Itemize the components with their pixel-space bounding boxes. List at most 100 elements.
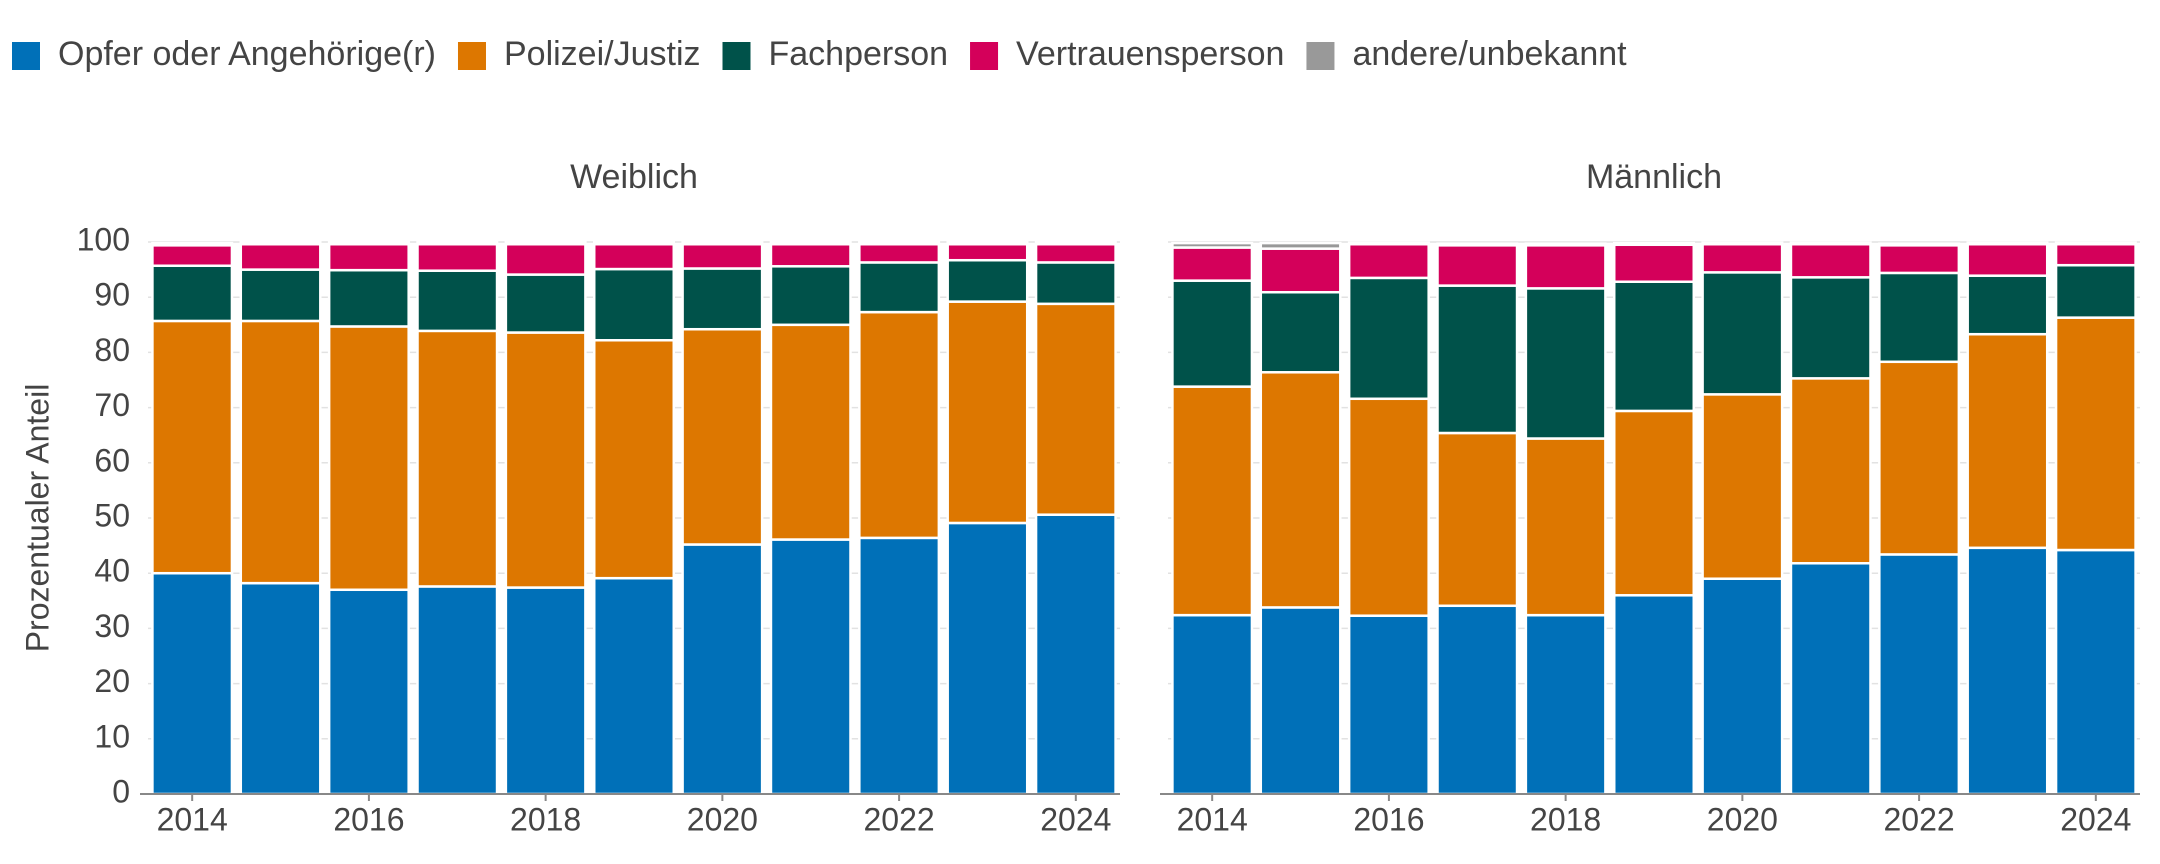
legend-label: Fachperson: [769, 35, 949, 73]
bar-segment: [327, 268, 410, 328]
bar-segment: [592, 267, 676, 342]
bar-segment: [1259, 247, 1342, 294]
bar-segment: [946, 300, 1029, 525]
bar-segment: [1789, 562, 1872, 796]
bar-segment: [1789, 276, 1872, 380]
bar-segment: [416, 242, 499, 272]
legend-label: Vertrauensperson: [1016, 35, 1284, 73]
bar-segment: [946, 240, 1029, 246]
bar-segment: [946, 521, 1029, 796]
bar-segment: [2054, 242, 2137, 267]
bar-segment: [151, 264, 234, 323]
bar-segment: [416, 329, 499, 588]
bar-segment: [946, 242, 1029, 262]
bar-segment: [1524, 437, 1607, 617]
y-tick-label: 10: [94, 718, 130, 754]
bar-segment: [769, 240, 852, 246]
bar-segment: [504, 240, 587, 246]
bar-segment: [1878, 271, 1961, 364]
bar-segment: [1612, 594, 1696, 796]
bar-segment: [1789, 377, 1872, 565]
bar-segment: [1034, 513, 1117, 796]
bar-segment: [2054, 548, 2137, 796]
bar-segment: [151, 571, 234, 796]
bar-segment: [592, 339, 676, 580]
bar-segment: [1789, 242, 1872, 279]
bar-segment: [1701, 271, 1784, 396]
bar-segment: [1612, 409, 1696, 597]
x-tick-label: 2016: [1353, 801, 1424, 837]
x-tick-label: 2020: [1707, 801, 1778, 837]
bar-segment: [151, 319, 234, 575]
bar-segment: [946, 258, 1029, 303]
bar-segment: [1436, 244, 1519, 287]
bar-segment: [1789, 241, 1872, 246]
bar-segment: [416, 585, 499, 796]
bar-segment: [1966, 242, 2049, 277]
bar-segment: [416, 269, 499, 333]
y-tick-label: 80: [94, 332, 130, 368]
bar-segment: [858, 242, 941, 264]
bar-segment: [1524, 613, 1607, 796]
bar-segment: [1259, 371, 1342, 609]
bar-segment: [1878, 553, 1961, 796]
legend-swatch: [457, 42, 486, 70]
y-tick-label: 30: [94, 608, 130, 644]
panel-title: Weiblich: [570, 158, 698, 196]
bar-segment: [1034, 302, 1117, 516]
bar-segment: [504, 586, 587, 796]
bar-segment: [1878, 242, 1961, 247]
bar-segment: [2054, 316, 2137, 552]
x-tick-label: 2022: [863, 801, 934, 837]
y-tick-label: 60: [94, 442, 130, 478]
x-tick-label: 2014: [157, 801, 228, 837]
bar-segment: [239, 268, 322, 323]
bar-segment: [151, 241, 234, 247]
bar-segment: [1966, 274, 2049, 336]
bar-segment: [1034, 242, 1117, 264]
x-tick-label: 2016: [333, 801, 404, 837]
bar-segment: [327, 325, 410, 592]
bar-segment: [769, 323, 852, 541]
legend-swatch: [722, 42, 751, 70]
legend-label: Polizei/Justiz: [504, 35, 701, 73]
bar-segment: [592, 242, 676, 271]
y-tick-label: 90: [94, 277, 130, 313]
bar-segment: [2054, 263, 2137, 319]
bar-segment: [1701, 577, 1784, 796]
bar-segment: [239, 319, 322, 585]
legend-swatch: [1306, 42, 1335, 70]
bar-segment: [1612, 243, 1696, 283]
bar-segment: [1612, 241, 1696, 247]
bar-segment: [1701, 241, 1784, 246]
bar-segment: [1347, 241, 1430, 246]
bar-segment: [1878, 360, 1961, 556]
bar-segment: [327, 588, 410, 796]
bar-segment: [504, 273, 587, 334]
bar-segment: [1524, 242, 1607, 247]
bar-segment: [1171, 279, 1254, 388]
bar-segment: [1436, 284, 1519, 435]
bar-segment: [1966, 241, 2049, 246]
panel-title: Männlich: [1586, 158, 1722, 196]
y-tick-label: 100: [77, 221, 130, 257]
y-tick-label: 40: [94, 553, 130, 589]
bar-segment: [1171, 246, 1254, 282]
bar-segment: [1524, 244, 1607, 290]
bar-segment: [681, 242, 764, 270]
x-tick-label: 2014: [1177, 801, 1248, 837]
bar-segment: [1259, 606, 1342, 796]
bar-segment: [1034, 240, 1117, 246]
legend-label: Opfer oder Angehörige(r): [58, 35, 436, 73]
bar-segment: [592, 240, 676, 246]
bar-segment: [1612, 280, 1696, 413]
bar-segment: [858, 261, 941, 314]
legend-label: andere/unbekannt: [1352, 35, 1627, 73]
x-tick-label: 2024: [1040, 801, 1111, 837]
x-tick-label: 2022: [1883, 801, 1954, 837]
y-tick-label: 0: [112, 773, 130, 809]
legend-swatch: [12, 42, 40, 70]
bar-segment: [1436, 242, 1519, 247]
x-tick-label: 2024: [2060, 801, 2131, 837]
